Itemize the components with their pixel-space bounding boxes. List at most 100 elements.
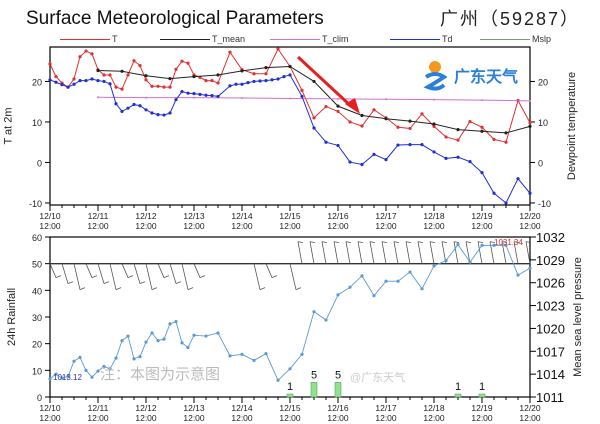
note-watermark: 注：本图为示意图 [100, 366, 221, 383]
series-td-point [168, 111, 172, 115]
y-tick-label: 0 [37, 393, 42, 403]
legend-label: Td [442, 34, 453, 44]
series-td-point [324, 140, 328, 144]
wind-barb [289, 263, 297, 290]
y-axis-label-left-top: T at 2m [2, 107, 15, 145]
series-mslp-point [336, 293, 340, 297]
series-mslp-point [60, 376, 64, 380]
y-tick-label: -10 [29, 199, 42, 209]
wind-barb-flag [55, 275, 62, 279]
y-tick-label: 10 [32, 366, 42, 376]
wind-barb [61, 263, 69, 284]
series-t_mean-point [216, 73, 220, 77]
legend: T T_mean T_clim Td Mslp [60, 34, 551, 46]
series-td-point [228, 84, 232, 88]
series-t-point [348, 120, 352, 124]
series-mslp-point [324, 318, 328, 322]
x-tick-label-time: 12:00 [39, 221, 61, 231]
series-td-point [396, 143, 400, 147]
series-mslp-point [84, 368, 88, 372]
series-td-point [60, 83, 64, 87]
wind-barb-flag [333, 241, 340, 244]
series-mslp-point [396, 279, 400, 283]
series-mslp-point [312, 310, 316, 314]
wind-barb-flag [513, 241, 520, 244]
wind-barb [145, 263, 153, 290]
rainfall-bar [286, 393, 294, 398]
series-td-point [492, 191, 496, 195]
wind-barb [265, 263, 273, 278]
series-t-point [420, 112, 424, 116]
x-tick-label-date: 12/18 [423, 211, 445, 221]
x-tick-label-date: 12/14 [231, 211, 253, 221]
rainfall-bar [454, 393, 462, 398]
wind-barb-flag [477, 241, 484, 244]
series-mslp-point [300, 352, 304, 356]
series-t-point [396, 125, 400, 129]
legend-item-t: T [60, 34, 118, 45]
wind-barb-flag [429, 241, 436, 244]
series-t_mean-point [384, 117, 388, 121]
wind-barb-flag [295, 287, 302, 291]
series-mslp-point [132, 357, 136, 361]
legend-label: T_mean [212, 34, 246, 44]
series-t-point [264, 72, 268, 76]
series-t-point [162, 85, 166, 89]
series-td-point [162, 113, 166, 117]
x-tick-label-date: 12/17 [375, 211, 397, 221]
x-tick-label-time: 12:00 [183, 221, 205, 231]
series-t-point [168, 85, 172, 89]
wind-barb-flag [465, 241, 472, 244]
series-t-point [126, 73, 130, 77]
series-mslp-point [228, 354, 232, 358]
x-tick-label-time: 12:00 [279, 413, 301, 423]
series-t-point [72, 77, 76, 81]
series-t-point [300, 88, 304, 92]
legend-item-t_clim: T_clim [270, 34, 349, 45]
y2-tick-label: 1017 [536, 344, 565, 359]
series-td-point [372, 152, 376, 156]
series-t-point [150, 84, 154, 88]
series-t_clim-point [529, 99, 531, 102]
series-t-point [120, 87, 124, 91]
series-t-point [102, 73, 106, 77]
series-td-point [384, 158, 388, 162]
series-t-point [504, 140, 508, 144]
legend-swatch [60, 38, 110, 41]
wind-barb-flag [501, 241, 508, 244]
logo-text: 广东天气 [454, 69, 519, 86]
series-t_mean-point [96, 68, 100, 73]
series-t-point [324, 104, 328, 109]
x-tick-label-date: 12/12 [135, 211, 157, 221]
x-tick-label-time: 12:00 [423, 413, 445, 423]
series-td-point [204, 93, 208, 97]
series-mslp-point [114, 356, 118, 360]
series-mslp-point [288, 367, 292, 371]
x-tick-label-time: 12:00 [471, 221, 493, 231]
wind-barb [381, 241, 387, 264]
series-mslp-point [516, 273, 520, 277]
series-td-point [480, 170, 484, 175]
series-t-point [408, 126, 412, 131]
series-mslp-point [384, 279, 388, 283]
series-td-point [138, 104, 142, 108]
y-tick-label: 20 [32, 77, 42, 87]
series-td-point [66, 85, 70, 89]
wind-barb-flag [163, 275, 170, 279]
series-t_mean-point [360, 113, 364, 118]
series-t_clim-point [481, 99, 483, 102]
wind-barb [121, 263, 129, 278]
wind-barb-flag [297, 241, 304, 244]
series-t-point [456, 138, 460, 142]
series-td-point [84, 79, 88, 83]
x-tick-label-time: 12:00 [375, 221, 397, 231]
x-tick-label-date: 12/14 [231, 403, 253, 413]
y-tick-label: 30 [32, 313, 42, 323]
x-tick-label-date: 12/12 [135, 403, 157, 413]
series-t-point [312, 116, 316, 120]
wind-barb [525, 241, 531, 264]
series-td-point [234, 82, 238, 86]
y-tick-label: 0 [37, 158, 42, 168]
